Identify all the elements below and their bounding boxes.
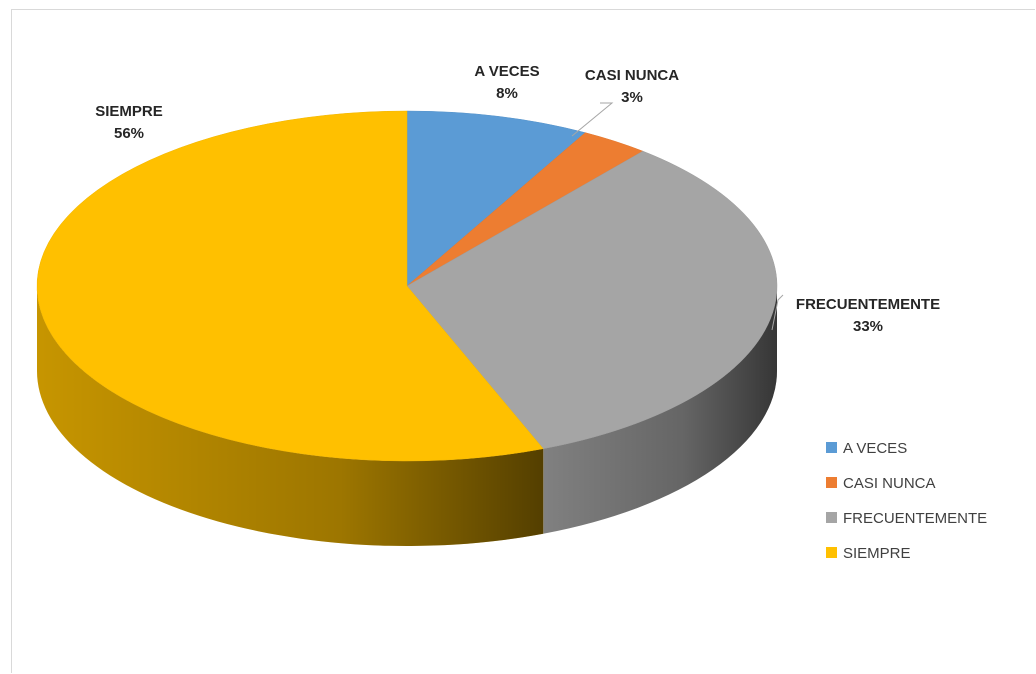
pie-side-shade-frecuentemente [543,286,777,534]
pie-sides [37,286,777,546]
legend-label-siempre: SIEMPRE [843,545,911,562]
data-value-casi-nunca: 3% [621,89,643,106]
pie-slice-frecuentemente [406,150,778,449]
data-label-casi-nunca: CASI NUNCA [585,67,679,84]
legend-swatch-a-veces [826,442,837,453]
data-label-siempre: SIEMPRE [95,103,163,120]
legend-swatch-frecuentemente [826,512,837,523]
legend-swatch-casi-nunca [826,477,837,488]
pie-slice-siempre [36,110,544,462]
pie-side-shade-siempre [37,286,544,546]
data-value-a-veces: 8% [496,85,518,102]
pie-slice-a-veces [406,110,586,287]
chart-frame [11,9,1035,673]
data-label-a-veces: A VECES [474,63,539,80]
pie-tops [36,110,778,462]
leader-line-frecuentemente [771,294,784,331]
legend-label-a-veces: A VECES [843,440,907,457]
legend-label-casi-nunca: CASI NUNCA [843,475,936,492]
data-labels: A VECES 8% CASI NUNCA 3% FRECUENTEMENTE 33% SI… [95,63,940,335]
data-value-frecuentemente: 33% [853,318,883,335]
legend-label-frecuentemente: FRECUENTEMENTE [843,510,987,527]
legend: A VECES CASI NUNCA FRECUENTEMENTE SIEMPRE [826,440,987,562]
data-label-frecuentemente: FRECUENTEMENTE [796,296,940,313]
leader-lines [571,102,784,331]
legend-swatch-siempre [826,547,837,558]
leader-line-casi-nunca [571,102,614,137]
data-value-siempre: 56% [114,125,144,142]
